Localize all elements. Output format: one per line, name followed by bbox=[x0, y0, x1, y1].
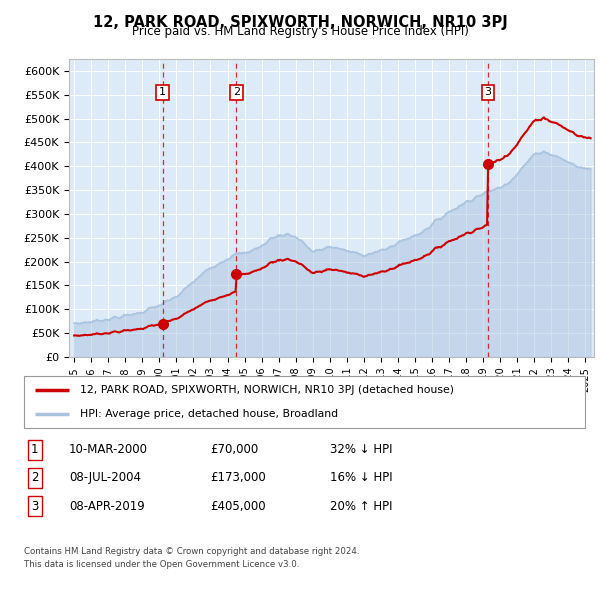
Text: 12, PARK ROAD, SPIXWORTH, NORWICH, NR10 3PJ: 12, PARK ROAD, SPIXWORTH, NORWICH, NR10 … bbox=[92, 15, 508, 30]
Text: 08-JUL-2004: 08-JUL-2004 bbox=[69, 471, 141, 484]
Text: 08-APR-2019: 08-APR-2019 bbox=[69, 500, 145, 513]
Text: 12, PARK ROAD, SPIXWORTH, NORWICH, NR10 3PJ (detached house): 12, PARK ROAD, SPIXWORTH, NORWICH, NR10 … bbox=[80, 385, 454, 395]
Text: £70,000: £70,000 bbox=[210, 443, 258, 456]
Text: 3: 3 bbox=[484, 87, 491, 97]
Text: 2: 2 bbox=[31, 471, 38, 484]
FancyBboxPatch shape bbox=[24, 376, 585, 428]
Text: Price paid vs. HM Land Registry's House Price Index (HPI): Price paid vs. HM Land Registry's House … bbox=[131, 25, 469, 38]
Text: £173,000: £173,000 bbox=[210, 471, 266, 484]
Text: 10-MAR-2000: 10-MAR-2000 bbox=[69, 443, 148, 456]
Text: 2: 2 bbox=[233, 87, 240, 97]
Text: 1: 1 bbox=[159, 87, 166, 97]
Text: This data is licensed under the Open Government Licence v3.0.: This data is licensed under the Open Gov… bbox=[24, 560, 299, 569]
Text: Contains HM Land Registry data © Crown copyright and database right 2024.: Contains HM Land Registry data © Crown c… bbox=[24, 547, 359, 556]
Text: 16% ↓ HPI: 16% ↓ HPI bbox=[330, 471, 392, 484]
Text: 3: 3 bbox=[31, 500, 38, 513]
Text: 20% ↑ HPI: 20% ↑ HPI bbox=[330, 500, 392, 513]
Text: 1: 1 bbox=[31, 443, 38, 456]
Text: HPI: Average price, detached house, Broadland: HPI: Average price, detached house, Broa… bbox=[80, 409, 338, 419]
Text: £405,000: £405,000 bbox=[210, 500, 266, 513]
Text: 32% ↓ HPI: 32% ↓ HPI bbox=[330, 443, 392, 456]
